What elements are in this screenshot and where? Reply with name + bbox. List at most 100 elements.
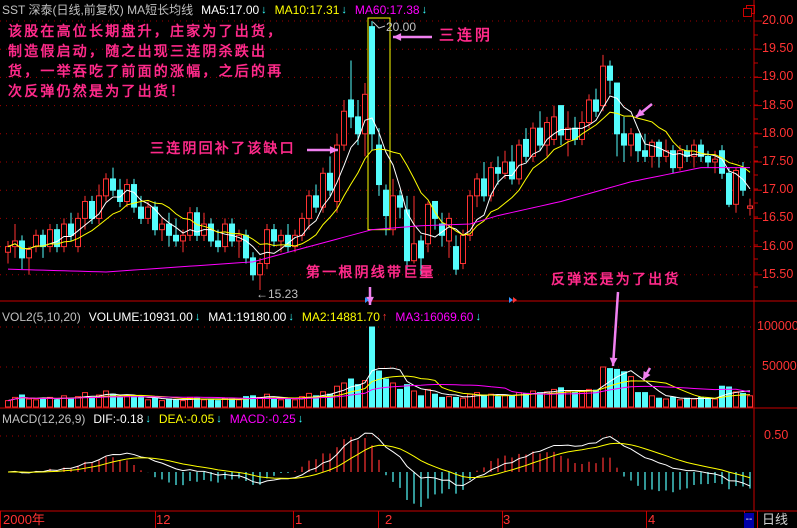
date-label: 3 <box>503 512 511 527</box>
volume-indicator-name: VOL2(5,10,20) <box>2 310 81 324</box>
candle-down <box>670 150 676 169</box>
volume-bar-up <box>390 382 396 408</box>
arrow-down-left-icon-head <box>643 371 651 380</box>
volume-bar-down <box>684 397 690 408</box>
axis-tick-label: 100000 <box>757 319 797 333</box>
volume-bar-down <box>593 389 599 408</box>
ma60-value: MA60:17.38 <box>354 3 420 17</box>
candle-up <box>747 205 753 209</box>
volume-bar-down <box>418 395 424 408</box>
down-arrow-icon: ↓ <box>341 4 347 16</box>
candle-down <box>453 246 459 270</box>
volume-bar-down <box>397 388 403 408</box>
candle-up <box>33 234 39 248</box>
dea-line <box>7 442 751 479</box>
candle-up <box>390 195 396 231</box>
volume-bar-up <box>264 393 270 408</box>
volume-bar-up <box>61 395 67 408</box>
axis-tick-label: 18.00 <box>762 125 794 140</box>
candle-down <box>726 172 732 205</box>
arrow-down-icon-head <box>609 357 618 366</box>
volume-bar-up <box>677 399 683 408</box>
down-arrow-icon: ↓ <box>288 311 294 323</box>
volume-bar-up <box>47 396 53 408</box>
candle-up <box>460 234 466 265</box>
arrow-left-icon-head <box>393 33 402 41</box>
candle-down <box>698 144 704 157</box>
volume-bar-down <box>243 396 249 408</box>
candle-up <box>586 99 592 124</box>
candle-up <box>649 141 655 157</box>
candle-up <box>278 234 284 242</box>
candle-down <box>348 99 354 118</box>
candle-up <box>264 229 270 265</box>
volume-bar-down <box>621 371 627 408</box>
candle-up <box>257 263 263 276</box>
candle-down <box>313 195 319 208</box>
volume-bar-down <box>439 396 445 408</box>
low-price-label: ←15.23 <box>256 287 299 301</box>
down-arrow-icon: ↓ <box>261 4 267 16</box>
annotation-three-black: 三连阴 <box>439 26 494 44</box>
period-button[interactable]: 日线 <box>762 512 789 527</box>
volume-bar-down <box>705 397 711 408</box>
volume-bar-up <box>75 396 81 408</box>
volume-bar-down <box>19 394 25 408</box>
candle-down <box>355 116 361 135</box>
candle-up <box>446 217 452 242</box>
volume-bar-up <box>712 398 718 408</box>
candle-up <box>411 243 417 262</box>
scroll-button[interactable]: -- <box>744 513 754 528</box>
candle-up <box>306 195 312 219</box>
volume-bar-up <box>180 400 186 408</box>
candle-down <box>166 223 172 236</box>
candle-down <box>173 234 179 242</box>
candle-down <box>327 172 333 191</box>
candle-up <box>334 144 340 202</box>
volume-bar-up <box>747 395 753 408</box>
candle-up <box>145 206 151 219</box>
candle-up <box>551 116 557 140</box>
volume-bar-up <box>649 395 655 408</box>
candle-up <box>47 229 53 248</box>
candle-down <box>509 161 515 180</box>
candle-up <box>61 223 67 248</box>
candle-up <box>320 172 326 208</box>
candle-down <box>705 155 711 163</box>
axis-tick-label: 17.50 <box>762 154 794 168</box>
volume-bar-up <box>299 396 305 408</box>
date-label: 2 <box>385 512 393 527</box>
down-arrow-icon: ↓ <box>194 311 201 323</box>
volume-bar-up <box>159 400 165 408</box>
arrow-down-left-icon-head <box>636 108 645 117</box>
candle-down <box>397 195 403 208</box>
candle-up <box>425 203 431 245</box>
volume-bar-down <box>481 394 487 408</box>
down-arrow-icon: ↓ <box>216 413 222 425</box>
volume-bar-up <box>691 398 697 408</box>
volume-bar-down <box>68 398 74 408</box>
candle-down <box>271 229 277 242</box>
volume-ma1-value: MA1:19180.00 <box>208 310 287 324</box>
candle-down <box>383 189 389 217</box>
candle-up <box>96 195 102 219</box>
volume-bar-up <box>474 392 480 408</box>
candle-up <box>579 122 585 140</box>
volume-bar-down <box>523 392 529 408</box>
candle-down <box>208 223 214 242</box>
volume-ma2-line <box>7 375 751 402</box>
ma10-value: MA10:17.31 <box>274 3 340 17</box>
high-price-leader <box>372 21 386 29</box>
volume-bar-up <box>5 400 11 408</box>
candle-up <box>362 93 368 135</box>
candle-up <box>82 200 88 219</box>
volume-bar-up <box>236 399 242 408</box>
candle-down <box>68 223 74 236</box>
candle-down <box>614 82 620 135</box>
candle-down <box>495 167 501 174</box>
ma60-line <box>7 167 750 273</box>
volume-bar-down <box>117 396 123 408</box>
volume-value: VOLUME:10931.00 <box>88 310 193 324</box>
